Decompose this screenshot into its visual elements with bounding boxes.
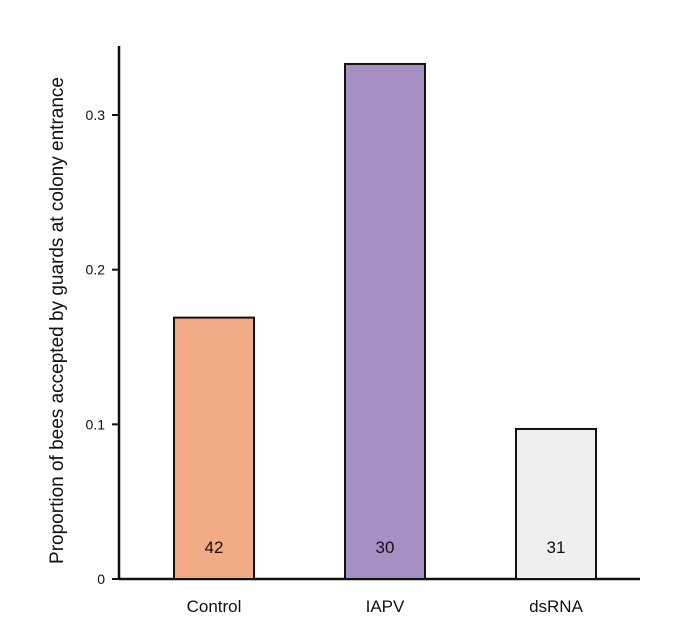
bar-control [173, 316, 255, 580]
bar-iapv [344, 62, 426, 580]
bar-count-label: 42 [205, 538, 224, 557]
x-category-label: dsRNA [529, 597, 584, 616]
bar-count-label: 31 [547, 538, 566, 557]
y-axis-title: Proportion of bees accepted by guards at… [47, 77, 68, 564]
bar-count-label: 30 [376, 538, 395, 557]
x-category-label: IAPV [366, 597, 405, 616]
y-ticks: 0 0.1 0.2 0.3 [86, 107, 119, 587]
y-tick-label: 0.3 [86, 107, 106, 123]
x-category-label: Control [187, 597, 242, 616]
bar-dsrna [515, 427, 597, 580]
y-tick-label: 0 [97, 571, 105, 587]
y-tick-label: 0.2 [86, 262, 106, 278]
bars: 42 Control 30 IAPV 31 dsRNA [173, 62, 597, 616]
y-tick-label: 0.1 [86, 416, 106, 432]
